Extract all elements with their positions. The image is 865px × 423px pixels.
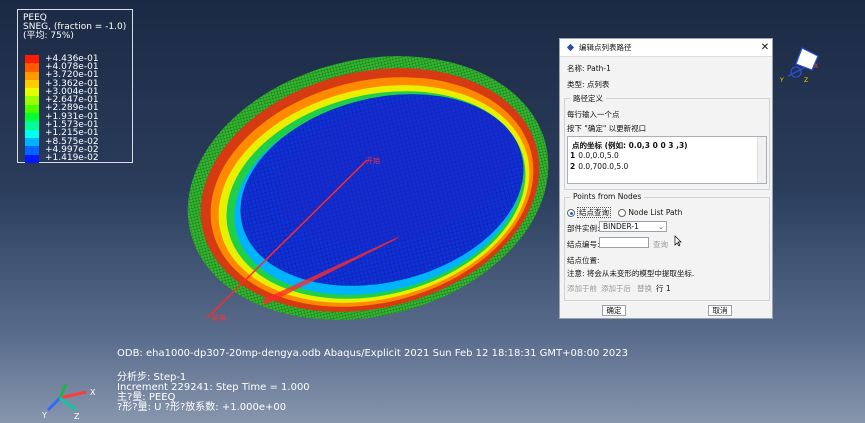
legend-swatch xyxy=(25,137,39,147)
contour-legend: PEEQ SNEG, (fraction = -1.0) (平均: 75%) +… xyxy=(17,9,133,163)
points-from-nodes-caption: Points from Nodes xyxy=(570,192,645,201)
node-number-label: 结点编号: xyxy=(567,240,600,249)
step-line: 分析步: Step-1 xyxy=(117,372,187,383)
replace-button[interactable]: 替换 xyxy=(637,284,652,293)
legend-value: +1.931e-01 xyxy=(45,111,99,122)
legend-value: +1.215e-01 xyxy=(45,128,99,139)
edit-path-dialog: 编辑点列表路径 ✕ 名称: Path-1 类型: 点列表 路径定义 每行输入一个… xyxy=(559,38,773,319)
legend-value: +1.573e-01 xyxy=(45,120,99,131)
legend-value: +2.289e-01 xyxy=(45,103,99,114)
close-icon[interactable]: ✕ xyxy=(760,42,770,53)
ok-button[interactable]: 确定 xyxy=(602,305,626,316)
svg-text:X: X xyxy=(814,63,818,70)
axis-triad-icon: X Y Z xyxy=(41,383,96,420)
table-header: 点的坐标 (例如: 0.0,3 0 0 3 ,3) xyxy=(572,141,688,150)
legend-swatch xyxy=(25,79,39,89)
legend-swatch xyxy=(25,71,39,80)
hint-one-point-per-line: 每行输入一个点 xyxy=(567,110,620,119)
node-position-label: 结点位置: xyxy=(567,256,600,265)
table-row[interactable]: 2 0.0,700.0,5.0 xyxy=(570,162,629,171)
legend-swatch xyxy=(25,88,39,97)
dialog-title: 编辑点列表路径 xyxy=(579,43,632,52)
table-scrollbar[interactable] xyxy=(757,137,766,183)
path-type: 类型: 点列表 xyxy=(567,80,610,89)
legend-entry: +1.419e-02 xyxy=(25,153,99,164)
legend-value: +3.362e-01 xyxy=(45,78,99,89)
point-table[interactable]: 点的坐标 (例如: 0.0,3 0 0 3 ,3) 1 0.0,0.0,5.0 2… xyxy=(567,136,767,184)
step-info: 分析步: Step-1 Increment 229241: Step Time … xyxy=(117,373,310,413)
extract-note: 注意: 将会从未变形的模型中提取坐标. xyxy=(567,269,695,278)
legend-average: (平均: 75%) xyxy=(23,31,74,41)
node-number-input[interactable] xyxy=(599,237,649,248)
legend-swatch xyxy=(25,63,39,72)
node-list-path-radio[interactable] xyxy=(618,209,627,217)
legend-value: +3.720e-01 xyxy=(45,70,99,81)
legend-swatch xyxy=(25,129,39,138)
legend-entry: +1.573e-01 xyxy=(25,120,99,131)
legend-entry: +3.362e-01 xyxy=(25,78,99,89)
dialog-titlebar[interactable]: 编辑点列表路径 ✕ xyxy=(560,39,772,57)
path-line xyxy=(206,159,368,319)
legend-value: +3.004e-01 xyxy=(45,86,99,97)
legend-swatch xyxy=(25,154,39,163)
legend-swatch xyxy=(25,113,39,122)
legend-value: +4.436e-01 xyxy=(45,53,99,64)
chevron-down-icon: ⌄ xyxy=(658,223,664,231)
add-after-button[interactable]: 添加于后 xyxy=(601,284,631,293)
legend-entry: +1.931e-01 xyxy=(25,111,99,122)
mouse-cursor-icon xyxy=(674,235,682,247)
path-name: 名称: Path-1 xyxy=(567,64,611,73)
row-indicator: 行 1 xyxy=(656,284,671,293)
table-row[interactable]: 1 0.0,0.0,5.0 xyxy=(570,151,619,160)
path-definition-group: 路径定义 xyxy=(564,93,770,190)
legend-swatch xyxy=(25,104,39,114)
legend-entry: +4.078e-01 xyxy=(25,61,99,72)
legend-swatch xyxy=(25,146,39,155)
svg-text:X: X xyxy=(90,388,96,397)
query-button[interactable]: 查询 xyxy=(653,240,668,249)
svg-text:Y: Y xyxy=(41,411,47,420)
legend-entry: +4.997e-02 xyxy=(25,144,99,155)
path-start-label: 开始 xyxy=(366,156,380,165)
part-instance-label: 部件实例: xyxy=(567,224,600,233)
primary-var-line: 主?量: PEEQ xyxy=(117,392,176,403)
node-query-label: 结点查询 xyxy=(577,207,611,218)
abaqus-app-icon xyxy=(566,43,575,52)
deform-line: ?形?量: U ?形?放系数: +1.000e+00 xyxy=(117,402,287,413)
legend-value: +8.575e-02 xyxy=(45,136,99,147)
legend-swatch xyxy=(25,121,39,130)
node-query-radio[interactable] xyxy=(567,209,575,217)
view-orientation-icon[interactable]: X Y Z xyxy=(778,40,828,85)
legend-entry: +3.004e-01 xyxy=(25,86,99,97)
increment-line: Increment 229241: Step Time = 1.000 xyxy=(117,382,310,393)
legend-entry: +2.647e-01 xyxy=(25,95,99,106)
svg-text:Z: Z xyxy=(804,77,808,84)
node-list-path-label: Node List Path xyxy=(628,208,683,217)
legend-entry: +1.215e-01 xyxy=(25,128,99,139)
path-definition-caption: 路径定义 xyxy=(570,93,606,104)
legend-entry: +4.436e-01 xyxy=(25,53,99,64)
legend-section: SNEG, (fraction = -1.0) xyxy=(23,22,127,32)
part-instance-select[interactable]: BINDER-1 ⌄ xyxy=(599,221,667,232)
legend-value: +1.419e-02 xyxy=(45,153,99,164)
legend-value: +4.078e-01 xyxy=(45,61,99,72)
hint-press-ok: 按下 "确定" 以更新视口 xyxy=(567,124,647,133)
legend-value: +4.997e-02 xyxy=(45,144,99,155)
add-before-button[interactable]: 添加于前 xyxy=(567,284,597,293)
path-end-label: 结束 xyxy=(212,313,226,322)
legend-entry: +2.289e-01 xyxy=(25,103,99,114)
legend-value: +2.647e-01 xyxy=(45,95,99,106)
legend-variable: PEEQ xyxy=(23,13,47,23)
cancel-button[interactable]: 取消 xyxy=(708,305,732,316)
legend-swatch xyxy=(25,55,39,64)
legend-entry: +8.575e-02 xyxy=(25,136,99,147)
svg-text:Y: Y xyxy=(779,77,784,84)
odb-info: ODB: eha1000-dp307-20mp-dengya.odb Abaqu… xyxy=(117,348,628,359)
legend-entry: +3.720e-01 xyxy=(25,70,99,81)
points-from-nodes-group: Points from Nodes xyxy=(564,192,770,301)
svg-text:Z: Z xyxy=(74,412,80,420)
legend-swatch xyxy=(25,96,39,105)
